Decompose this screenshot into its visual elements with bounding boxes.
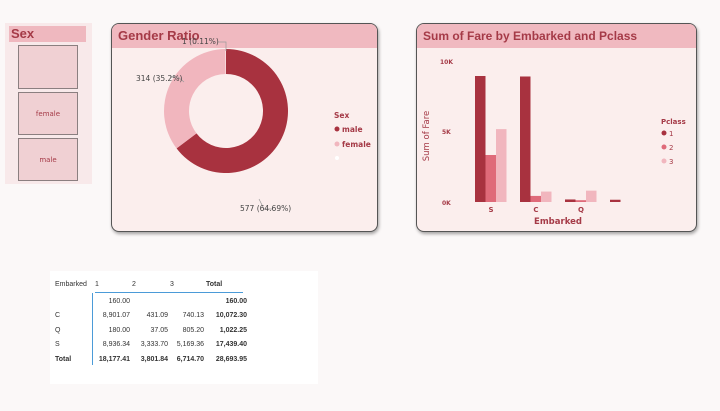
y-tick-10k: 10K [440, 59, 453, 66]
matrix-header-embarked[interactable]: Embarked [55, 280, 87, 288]
legend-pclass-1[interactable]: 1 [669, 130, 673, 138]
gender-ratio-card: Gender Ratio 1 (0.11%) 314 (35.2%) 577 (… [111, 23, 378, 232]
matrix-cell: 10,072.30 [215, 312, 247, 320]
matrix-cell: 1,022.25 [219, 326, 247, 334]
matrix-cell: 8,936.34 [102, 341, 130, 349]
donut-slice-female[interactable] [164, 49, 226, 149]
legend-title-pclass: Pclass [661, 118, 686, 126]
label-male: 577 (64.69%) [240, 204, 291, 213]
leader-line-blank [218, 41, 227, 51]
leader-line-female [170, 76, 185, 83]
x-axis-label: Embarked [534, 217, 582, 227]
y-tick-0k: 0K [442, 200, 451, 207]
bar-s-pclass-3[interactable] [496, 129, 507, 202]
legend-male[interactable]: male [342, 125, 363, 134]
legend-dot-2 [661, 144, 667, 150]
matrix-cell: 431.09 [146, 312, 168, 320]
legend-dot-3 [661, 158, 667, 164]
matrix-row[interactable]: 160.00 160.00 [53, 294, 249, 309]
matrix-cell: 17,439.40 [215, 341, 247, 349]
bar-q-pclass-3[interactable] [586, 190, 597, 202]
gender-ratio-title: Gender Ratio [112, 24, 377, 48]
matrix-cell: 160.00 [225, 297, 247, 305]
legend-pclass-3[interactable]: 3 [669, 158, 673, 166]
matrix-cell [170, 294, 206, 309]
x-tick-c: C [533, 206, 538, 214]
leader-line-male [258, 198, 272, 210]
bar-q-pclass-1[interactable] [565, 199, 576, 202]
matrix-cell: 3,801.84 [140, 355, 168, 363]
legend-pclass-2[interactable]: 2 [669, 144, 673, 152]
y-axis-label: Sum of Fare [422, 111, 432, 162]
bar-c-pclass-1[interactable] [520, 76, 531, 202]
matrix-cell: 8,901.07 [102, 312, 130, 320]
matrix-row[interactable]: Q 180.00 37.05 805.20 1,022.25 [53, 323, 249, 338]
x-tick-s: S [488, 206, 493, 214]
matrix-cell: 6,714.70 [176, 355, 204, 363]
matrix-cell: 28,693.95 [215, 355, 247, 363]
bar-blank-pclass-1[interactable] [610, 199, 621, 202]
slicer-item-female[interactable]: female [18, 92, 78, 135]
slicer-item-male[interactable]: male [18, 138, 78, 181]
legend-dot-blank [335, 156, 339, 160]
matrix-row-label: S [55, 341, 60, 349]
matrix-header-3[interactable]: 3 [170, 280, 174, 288]
matrix-cell: 37.05 [150, 326, 168, 334]
matrix-header-1[interactable]: 1 [95, 280, 99, 288]
matrix-row-divider [92, 293, 93, 365]
matrix-header-2[interactable]: 2 [132, 280, 136, 288]
fare-matrix: Embarked 1 2 3 Total 160.00 160.00 C 8,901.… [50, 271, 318, 384]
x-tick-q: Q [578, 206, 584, 214]
slicer-item-blank[interactable] [18, 45, 78, 89]
fare-chart-card: Sum of Fare by Embarked and Pclass 10K 5… [416, 23, 697, 232]
matrix-cell: 3,333.70 [140, 341, 168, 349]
legend-female[interactable]: female [342, 140, 371, 149]
matrix-header-underline [95, 292, 243, 293]
matrix-header-total[interactable]: Total [206, 280, 223, 288]
bar-s-pclass-1[interactable] [475, 75, 486, 202]
matrix-row[interactable]: S 8,936.34 3,333.70 5,169.36 17,439.40 [53, 338, 249, 353]
legend-dot-1 [661, 130, 667, 136]
legend-title-sex: Sex [334, 111, 349, 120]
slicer-title: Sex [9, 26, 86, 42]
legend-dot-female [334, 141, 340, 147]
bar-s-pclass-2[interactable] [485, 154, 497, 202]
legend-dot-male [334, 126, 340, 132]
matrix-header-row: Embarked 1 2 3 Total [53, 274, 249, 294]
matrix-cell: 180.00 [108, 326, 130, 334]
label-female: 314 (35.2%) [136, 74, 182, 83]
bar-q-pclass-2[interactable] [575, 200, 587, 202]
matrix-row[interactable]: C 8,901.07 431.09 740.13 10,072.30 [53, 309, 249, 324]
matrix-row-label [53, 294, 95, 309]
label-blank: 1 (0.11%) [182, 37, 219, 46]
bar-c-pclass-3[interactable] [541, 191, 552, 202]
bar-c-pclass-2[interactable] [530, 195, 542, 202]
matrix-cell: 740.13 [182, 312, 204, 320]
y-tick-5k: 5K [442, 129, 451, 136]
matrix-table: Embarked 1 2 3 Total 160.00 160.00 C 8,901.… [53, 274, 249, 367]
donut-slice-male[interactable] [176, 49, 289, 173]
fare-chart-title: Sum of Fare by Embarked and Pclass [417, 24, 696, 48]
matrix-row[interactable]: Total 18,177.41 3,801.84 6,714.70 28,693.95 [53, 352, 249, 367]
matrix-row-label: Total [55, 355, 72, 363]
matrix-cell: 18,177.41 [98, 355, 130, 363]
matrix-cell: 160.00 [108, 297, 130, 305]
matrix-row-label: C [55, 312, 61, 320]
fare-bar-chart: 10K 5K 0K Sum of Fare S C Q Embarked Pcl… [422, 59, 686, 227]
matrix-cell [132, 294, 170, 309]
matrix-cell: 805.20 [182, 326, 204, 334]
matrix-row-label: Q [55, 326, 61, 334]
matrix-cell: 5,169.36 [176, 341, 204, 349]
gender-donut-chart: 1 (0.11%) 314 (35.2%) 577 (64.69%) Sex m… [136, 37, 371, 213]
